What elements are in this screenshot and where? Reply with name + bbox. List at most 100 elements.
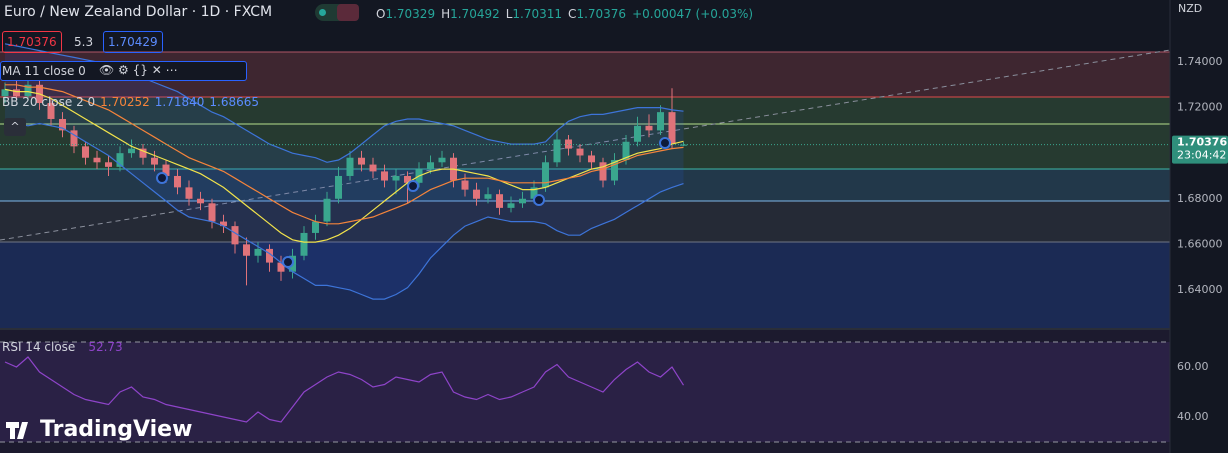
candle-body bbox=[668, 112, 676, 145]
candle-body bbox=[24, 84, 32, 97]
candle-body bbox=[266, 248, 273, 263]
candle-body bbox=[220, 221, 227, 227]
candle-body bbox=[93, 157, 101, 163]
y-tick-label: 1.72000 bbox=[1177, 101, 1223, 114]
bb-legend: BB 20 close 2 0 1.70252 1.71840 1.68665 bbox=[2, 95, 264, 109]
ohlc-value: 1.70311 bbox=[512, 7, 563, 21]
candle-body bbox=[507, 203, 515, 208]
candle-body bbox=[151, 157, 158, 165]
candle-body bbox=[381, 171, 388, 181]
legend-name: BB 20 close 2 0 bbox=[2, 95, 96, 109]
last-price-tag bbox=[1172, 135, 1228, 164]
price-pane bbox=[0, 49, 1171, 328]
candle-body bbox=[611, 160, 618, 181]
sell-button[interactable]: 1.70376 bbox=[2, 31, 62, 53]
candle-body bbox=[496, 194, 503, 208]
candle-body bbox=[461, 180, 469, 190]
countdown: 23:04:42 bbox=[1177, 149, 1226, 162]
y-tick-label: 60.00 bbox=[1177, 360, 1209, 373]
axis-labels: 1.74000 1.72000 1.68000 1.66000 1.64000 1.703… bbox=[1172, 55, 1228, 423]
zone bbox=[0, 242, 1170, 328]
alert-markers bbox=[156, 137, 671, 268]
status-dot bbox=[319, 9, 326, 16]
last-price-label: 1.70376 bbox=[1177, 136, 1227, 149]
candle-body bbox=[70, 130, 78, 147]
marker bbox=[533, 194, 545, 206]
candle-body bbox=[128, 148, 135, 154]
marks bbox=[0, 43, 1170, 453]
candle-body bbox=[139, 148, 147, 158]
y-tick-label: 1.68000 bbox=[1177, 192, 1223, 205]
zone bbox=[0, 201, 1170, 242]
candle-body bbox=[634, 125, 641, 142]
ohlc-label: L bbox=[505, 7, 513, 21]
legend-value: 1.70252 bbox=[100, 95, 150, 109]
candle-body bbox=[59, 118, 66, 131]
candle-body bbox=[300, 232, 308, 256]
candle-body bbox=[312, 221, 319, 233]
candle-body bbox=[392, 175, 400, 181]
candle-body bbox=[484, 194, 492, 199]
candle-body bbox=[208, 203, 216, 222]
spread: 5.3 bbox=[74, 35, 94, 49]
candle-body bbox=[231, 226, 239, 245]
candle-body bbox=[576, 148, 584, 156]
candle-body bbox=[657, 112, 664, 131]
candle-body bbox=[197, 198, 204, 204]
candle-body bbox=[47, 103, 55, 119]
candle-body bbox=[1, 89, 9, 97]
ohlc-value: 1.70492 bbox=[450, 7, 500, 21]
status-icon bbox=[337, 4, 359, 21]
rsi-band bbox=[0, 342, 1170, 442]
ma-legend[interactable]: MA 11 close 0 👁 ⚙ {} ✕ ⋯ bbox=[0, 61, 247, 81]
candle-body bbox=[13, 89, 20, 97]
candle-body bbox=[427, 162, 434, 170]
indicator-line bbox=[4, 122, 684, 300]
rsi-line bbox=[4, 356, 685, 423]
buy-button[interactable]: 1.70429 bbox=[103, 31, 163, 53]
candle-body bbox=[530, 187, 538, 199]
logo bbox=[6, 422, 28, 439]
legend-icons[interactable]: 👁 ⚙ {} ✕ ⋯ bbox=[99, 63, 178, 77]
collapse-button[interactable]: ^ bbox=[4, 118, 26, 136]
y-tick-label: 1.66000 bbox=[1177, 237, 1223, 250]
ohlc-value: 1.70376 bbox=[576, 7, 627, 21]
candle-body bbox=[622, 141, 630, 161]
y-tick-label: 1.74000 bbox=[1177, 55, 1223, 68]
candle-body bbox=[243, 244, 250, 256]
y-tick-label: 1.64000 bbox=[1177, 283, 1223, 296]
pane-separator bbox=[0, 328, 1228, 330]
candle-body bbox=[335, 175, 342, 199]
marker bbox=[282, 256, 294, 268]
symbol-title: Euro / New Zealand Dollar · 1D · FXCM bbox=[4, 4, 273, 20]
price-axis bbox=[1170, 0, 1228, 453]
legend-name: MA 11 close 0 bbox=[2, 64, 86, 78]
candle-body bbox=[369, 164, 377, 172]
bb-fill bbox=[5, 43, 684, 300]
candle-body bbox=[473, 189, 480, 199]
market-status[interactable] bbox=[315, 4, 359, 21]
candle-body bbox=[116, 153, 124, 167]
zone bbox=[0, 97, 1170, 169]
ohlc-label: H bbox=[441, 7, 451, 21]
ohlc: O1.70329 H1.70492 L1.70311 C1.70376 +0.00047… bbox=[376, 7, 753, 21]
candle-body bbox=[680, 144, 687, 146]
rsi-legend: RSI 14 close 52.73 bbox=[2, 340, 128, 354]
candle-body bbox=[162, 164, 170, 176]
watermark: TradingView bbox=[40, 417, 192, 442]
candle-body bbox=[358, 157, 365, 165]
candle-body bbox=[346, 157, 354, 176]
currency-label: NZD bbox=[1178, 2, 1202, 15]
candle-body bbox=[565, 139, 572, 149]
change: +0.00047 (+0.03%) bbox=[632, 7, 754, 21]
marker bbox=[156, 172, 168, 184]
candle-body bbox=[105, 162, 112, 167]
legend-value: 1.71840 bbox=[154, 95, 205, 109]
legend-name: RSI 14 close bbox=[2, 340, 76, 354]
candle-body bbox=[553, 139, 561, 163]
legend-value: 52.73 bbox=[88, 340, 123, 354]
candle-body bbox=[599, 162, 607, 181]
ohlc-label: O bbox=[376, 7, 386, 21]
